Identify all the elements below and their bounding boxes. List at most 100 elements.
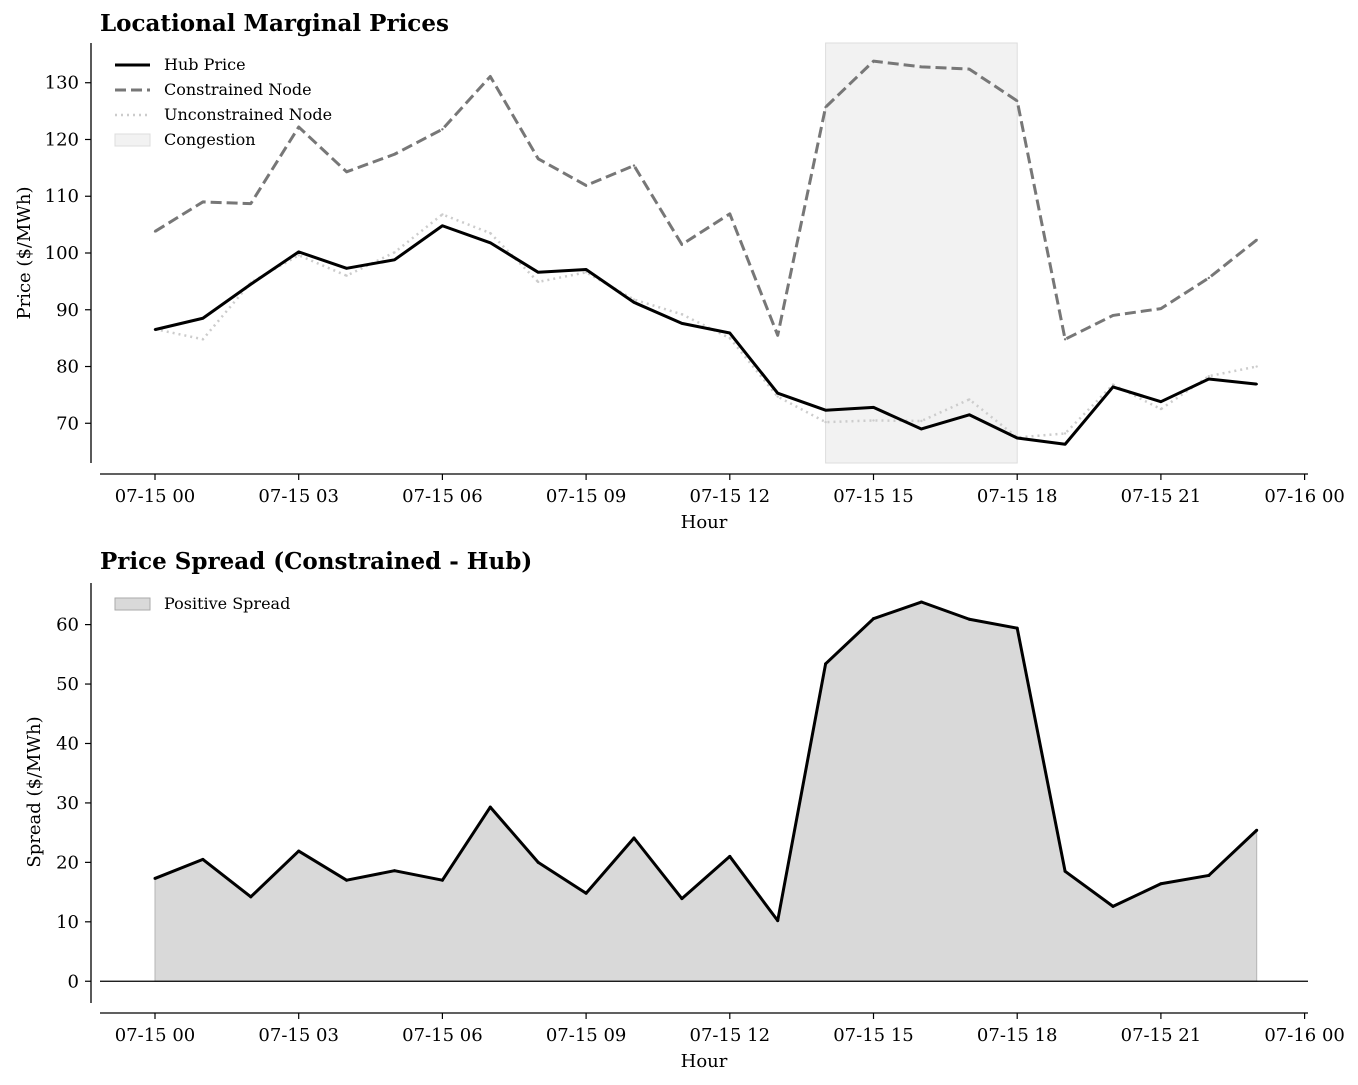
spread-point	[967, 617, 971, 621]
unconstrained-node-point	[920, 419, 923, 423]
spread-y-tick-label: 30	[56, 793, 79, 814]
hub-price-point	[728, 331, 731, 335]
hub-price-point	[441, 224, 444, 227]
spread-y-tick-label: 50	[56, 674, 79, 695]
hub-price-point	[968, 413, 971, 416]
spread-point	[536, 860, 540, 864]
constrained-node-point	[537, 157, 540, 160]
spread-point	[872, 617, 875, 621]
spread-y-tick-label: 40	[56, 733, 79, 754]
spread-point	[153, 876, 157, 880]
spread-x-tick-label: 07-16 00	[1264, 1025, 1345, 1046]
spread-x-tick-label: 07-15 12	[690, 1025, 771, 1046]
hub-price-line	[154, 224, 1257, 446]
spread-legend: Positive Spread	[114, 594, 290, 613]
hub-price-point	[584, 268, 588, 271]
unconstrained-node-point	[489, 231, 492, 235]
spread-point	[1159, 882, 1163, 886]
spread-point	[297, 849, 301, 853]
unconstrained-node-point	[441, 213, 444, 216]
spread-point	[201, 857, 205, 861]
lmp-y-tick-label: 120	[45, 129, 79, 150]
hub-price-point	[201, 317, 205, 320]
lmp-legend: Hub Price Constrained Node Unconstrained N…	[114, 55, 332, 149]
lmp-y-axis-label: Price ($/MWh)	[14, 186, 35, 319]
spread-x-tick-label: 07-15 09	[546, 1025, 627, 1046]
hub-price-point	[153, 328, 157, 331]
spread-x-tick-label: 07-15 21	[1121, 1025, 1202, 1046]
spread-point	[728, 854, 732, 858]
unconstrained-node-point	[632, 298, 636, 301]
spread-point	[488, 805, 492, 809]
legend-label-positive-spread: Positive Spread	[164, 594, 290, 613]
lmp-chart-title: Locational Marginal Prices	[100, 10, 449, 37]
constrained-node-line	[154, 59, 1258, 341]
spread-point	[440, 878, 444, 882]
spread-point	[680, 897, 684, 901]
constrained-node-point	[441, 128, 444, 131]
legend-swatch-congestion	[114, 133, 151, 147]
lmp-x-tick-label: 07-15 03	[258, 486, 339, 507]
lmp-y-tick-label: 80	[56, 357, 79, 378]
constrained-node-point	[1016, 99, 1019, 103]
constrained-node-point	[920, 65, 923, 69]
lmp-chart-panel: Locational Marginal Prices Price ($/MWh)…	[14, 10, 1345, 533]
spread-y-tick-label: 0	[68, 971, 79, 992]
hub-price-point	[393, 258, 396, 262]
constrained-node-point	[680, 243, 684, 246]
unconstrained-node-point	[1063, 432, 1067, 435]
constrained-node-point	[632, 164, 636, 167]
lmp-x-tick-label: 07-15 06	[402, 486, 483, 507]
constrained-node-point	[1207, 276, 1211, 280]
constrained-node-point	[1159, 307, 1163, 310]
constrained-node-point	[297, 125, 300, 129]
spread-point	[632, 836, 636, 840]
constrained-node-point	[824, 105, 827, 109]
spread-point	[1207, 873, 1211, 877]
unconstrained-node-point	[680, 313, 684, 316]
spread-point	[393, 869, 396, 873]
constrained-node-point	[776, 334, 779, 337]
spread-x-tick-label: 07-15 00	[115, 1025, 196, 1046]
spread-y-tick-label: 60	[56, 615, 79, 636]
hub-price-point	[824, 409, 827, 412]
hub-price-point	[680, 322, 684, 325]
legend-label-unconstrained-node: Unconstrained Node	[164, 105, 332, 124]
lmp-y-tick-label: 70	[56, 413, 79, 434]
unconstrained-node-point	[537, 280, 540, 284]
unconstrained-node-point	[393, 251, 396, 254]
spread-y-tick-label: 20	[56, 852, 79, 873]
spread-point	[1111, 904, 1115, 908]
unconstrained-node-point	[297, 254, 300, 257]
spread-x-tick-label: 07-15 06	[402, 1025, 483, 1046]
hub-price-point	[1159, 400, 1163, 403]
lmp-y-tick-label: 130	[45, 73, 79, 94]
hub-price-point	[249, 283, 252, 286]
constrained-node-point	[153, 230, 157, 233]
constrained-node-point	[968, 67, 971, 71]
lmp-x-tick-label: 07-16 00	[1264, 486, 1345, 507]
hub-price-point	[776, 391, 779, 395]
spread-chart-panel: Price Spread (Constrained - Hub) Spread …	[24, 548, 1345, 1072]
spread-point	[345, 878, 349, 882]
spread-point	[584, 891, 588, 895]
lmp-x-axis-label: Hour	[681, 512, 728, 533]
spread-point	[919, 600, 923, 604]
legend-swatch-positive-spread	[114, 597, 151, 611]
unconstrained-node-point	[345, 274, 348, 277]
lmp-y-tick-label: 90	[56, 300, 79, 321]
spread-point	[824, 662, 828, 666]
unconstrained-node-point	[872, 419, 875, 422]
spread-x-tick-label: 07-15 18	[977, 1025, 1058, 1046]
constrained-node-point	[249, 202, 252, 205]
hub-price-point	[1111, 385, 1115, 389]
spread-x-tick-label: 07-15 03	[258, 1025, 339, 1046]
hub-price-point	[1207, 377, 1211, 381]
constrained-node-point	[201, 200, 205, 204]
hub-price-point	[345, 267, 348, 270]
lmp-y-tick-label: 100	[45, 243, 79, 264]
unconstrained-node-point	[201, 338, 205, 341]
spread-point	[1063, 869, 1067, 873]
hub-price-point	[1016, 436, 1019, 440]
